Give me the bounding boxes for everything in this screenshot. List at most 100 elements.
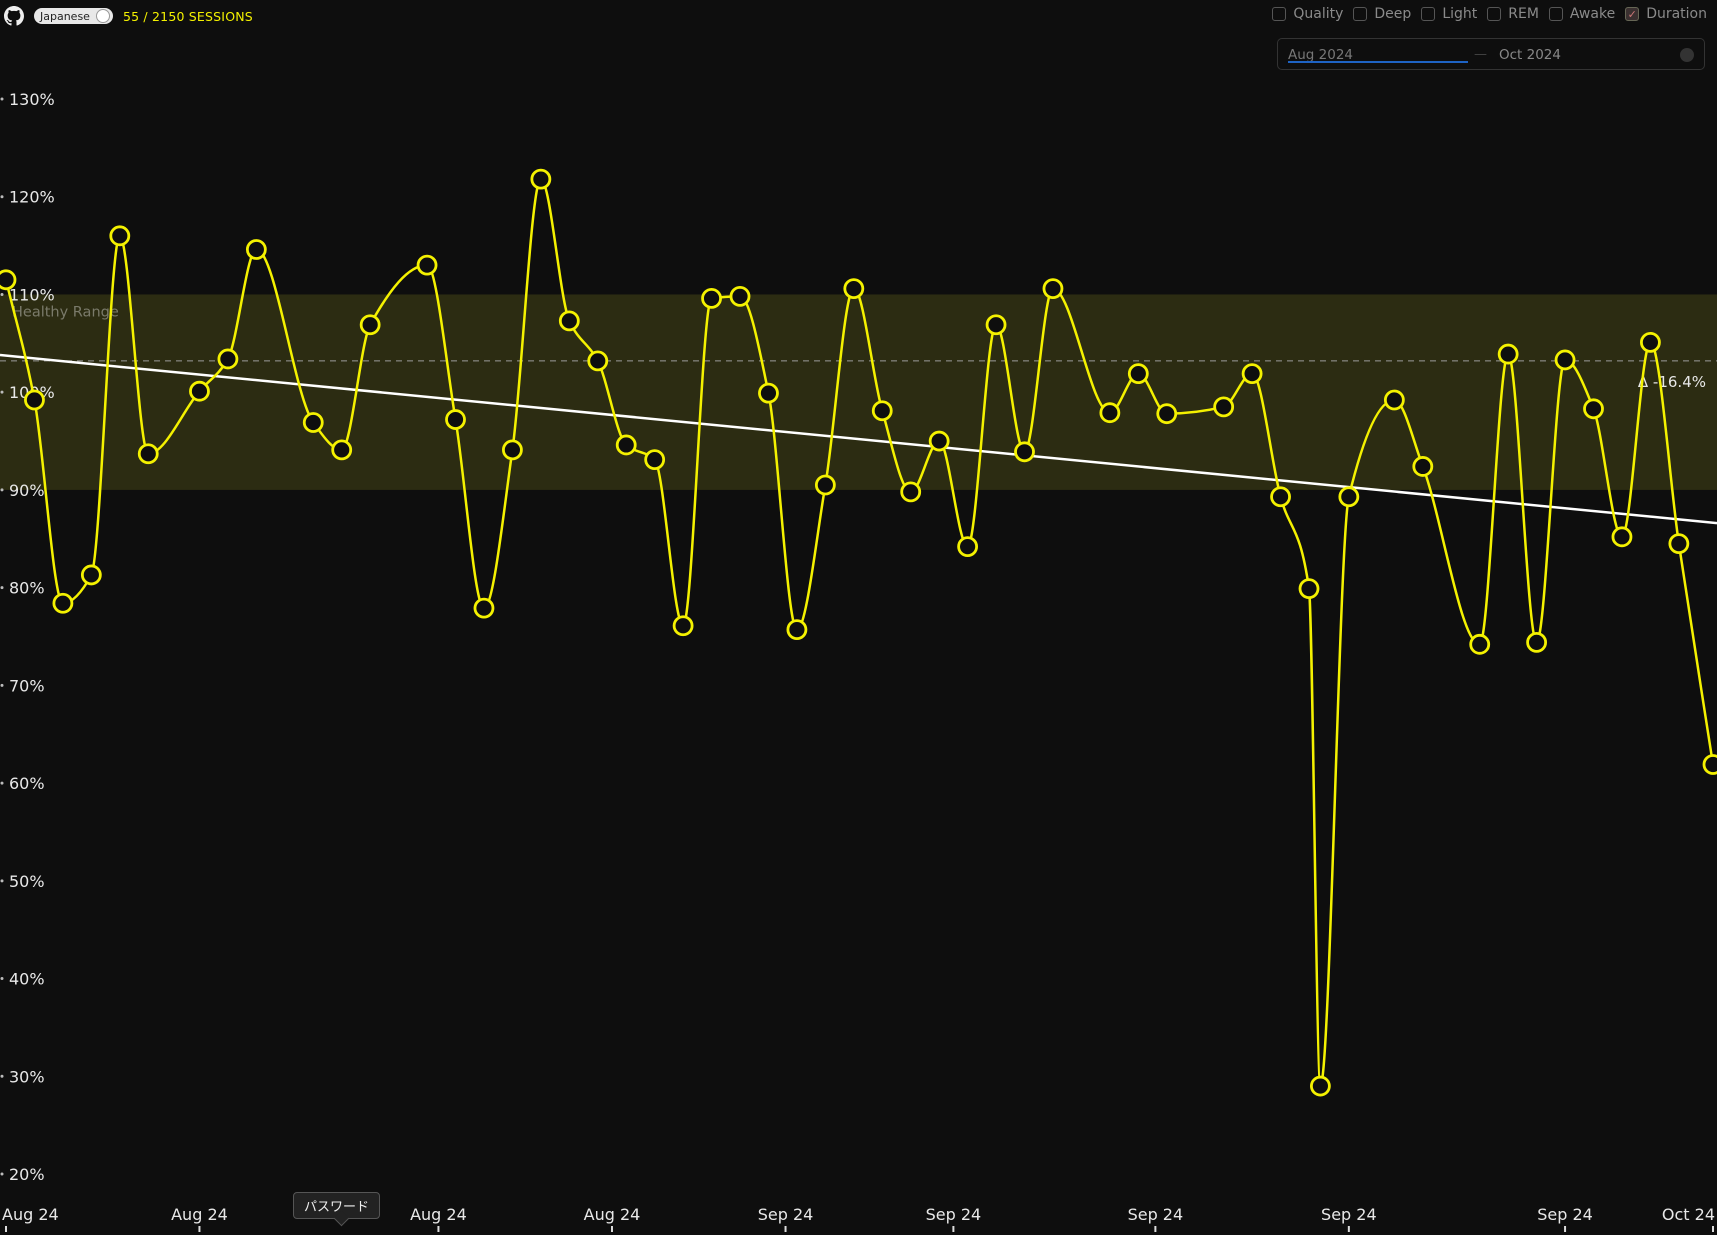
data-point — [587, 350, 609, 372]
data-point — [302, 412, 324, 433]
x-tick-label: Sep 24 — [1537, 1205, 1593, 1224]
checkbox[interactable] — [1487, 7, 1502, 21]
toggle-label: REM — [1508, 6, 1539, 22]
toggle-knob — [95, 9, 110, 23]
toggle-label: Light — [1442, 6, 1478, 22]
checkbox[interactable] — [1421, 7, 1436, 21]
date-range-picker[interactable]: Aug 2024 — Oct 2024 — [1277, 38, 1705, 70]
data-point — [558, 310, 580, 332]
github-icon[interactable] — [4, 6, 24, 26]
language-toggle[interactable]: Japanese — [34, 8, 113, 24]
x-tick-label: Aug 24 — [584, 1205, 641, 1224]
y-tick-label: 130% — [9, 90, 55, 109]
y-tick-mark — [0, 390, 4, 394]
toggle-rem[interactable]: REM — [1487, 6, 1539, 22]
x-tick-label: Sep 24 — [1128, 1205, 1184, 1224]
toggle-label: Quality — [1293, 6, 1344, 22]
toggle-quality[interactable]: Quality — [1272, 6, 1343, 22]
data-point — [1099, 402, 1121, 424]
x-tick-label: Oct 24 — [1662, 1205, 1715, 1224]
data-point — [957, 536, 979, 557]
y-tick-label: 80% — [9, 579, 45, 598]
data-point — [137, 443, 159, 465]
data-point — [672, 615, 694, 637]
y-tick-label: 30% — [9, 1067, 45, 1086]
x-tick-label: Sep 24 — [758, 1205, 814, 1224]
x-tick-label: Aug 24 — [171, 1205, 228, 1224]
healthy-range-band — [0, 294, 1717, 490]
data-point — [1042, 278, 1064, 299]
y-tick-mark — [0, 977, 4, 981]
checkbox-checked[interactable]: ✓ — [1625, 7, 1640, 21]
data-point — [729, 286, 751, 307]
y-tick-label: 20% — [9, 1165, 45, 1184]
data-point — [1469, 633, 1491, 655]
data-point — [0, 269, 17, 291]
delta-label: Δ -16.4% — [1638, 373, 1706, 391]
y-tick-mark — [0, 683, 4, 687]
x-tick-label: Sep 24 — [1321, 1205, 1377, 1224]
data-point — [1298, 578, 1320, 600]
top-bar: Japanese 55 / 2150 SESSIONS — [0, 0, 253, 32]
data-point — [189, 380, 210, 402]
y-tick-mark — [0, 195, 4, 199]
y-tick-mark — [0, 879, 4, 883]
data-point — [1241, 363, 1263, 385]
y-tick-mark — [0, 97, 4, 101]
data-point — [331, 439, 353, 461]
data-point — [1270, 486, 1291, 508]
y-tick-mark — [0, 781, 4, 785]
data-point — [644, 449, 666, 471]
data-point — [445, 409, 466, 430]
data-point — [1497, 343, 1519, 365]
toggle-duration[interactable]: ✓ Duration — [1625, 6, 1707, 22]
data-point — [758, 382, 779, 404]
data-point — [52, 592, 74, 614]
data-point — [1213, 396, 1235, 418]
data-point — [473, 597, 495, 619]
data-point — [985, 314, 1007, 336]
data-point — [701, 287, 722, 309]
data-point — [530, 168, 552, 190]
data-point — [217, 348, 239, 370]
y-tick-mark — [0, 488, 4, 492]
language-label: Japanese — [40, 9, 90, 23]
toggle-light[interactable]: Light — [1421, 6, 1477, 22]
data-point — [615, 434, 637, 456]
checkbox[interactable] — [1272, 7, 1287, 21]
y-tick-mark — [0, 586, 4, 590]
data-point — [80, 564, 102, 586]
date-from[interactable]: Aug 2024 — [1288, 47, 1354, 63]
data-point — [1611, 526, 1633, 548]
clear-icon[interactable] — [1680, 48, 1694, 62]
toggle-label: Duration — [1646, 6, 1707, 22]
toggle-deep[interactable]: Deep — [1353, 6, 1411, 22]
data-point — [871, 400, 893, 422]
toggle-label: Awake — [1569, 6, 1616, 22]
checkbox[interactable] — [1548, 7, 1563, 21]
y-tick-label: 50% — [9, 872, 45, 891]
y-tick-label: 90% — [9, 481, 45, 500]
y-tick-label: 60% — [9, 774, 45, 793]
active-field-underline — [1288, 61, 1468, 63]
data-point — [245, 239, 267, 260]
sessions-count: 55 / 2150 SESSIONS — [122, 8, 253, 24]
tooltip: パスワード — [293, 1192, 381, 1219]
data-point — [1554, 349, 1576, 371]
data-point — [1014, 441, 1035, 463]
healthy-range-label: Healthy Range — [12, 304, 119, 320]
y-tick-label: 70% — [9, 676, 45, 695]
date-separator: — — [1474, 47, 1487, 62]
data-point — [109, 225, 131, 247]
data-point — [900, 481, 922, 503]
x-tick-label: Sep 24 — [926, 1205, 982, 1224]
toggle-awake[interactable]: Awake — [1548, 6, 1616, 22]
data-point — [1127, 363, 1149, 385]
date-to[interactable]: Oct 2024 — [1499, 47, 1561, 63]
data-point — [359, 314, 381, 336]
data-point — [416, 254, 438, 276]
data-point — [928, 430, 950, 452]
checkbox[interactable] — [1353, 7, 1368, 21]
y-tick-label: 110% — [9, 285, 55, 304]
y-tick-mark — [0, 292, 4, 296]
